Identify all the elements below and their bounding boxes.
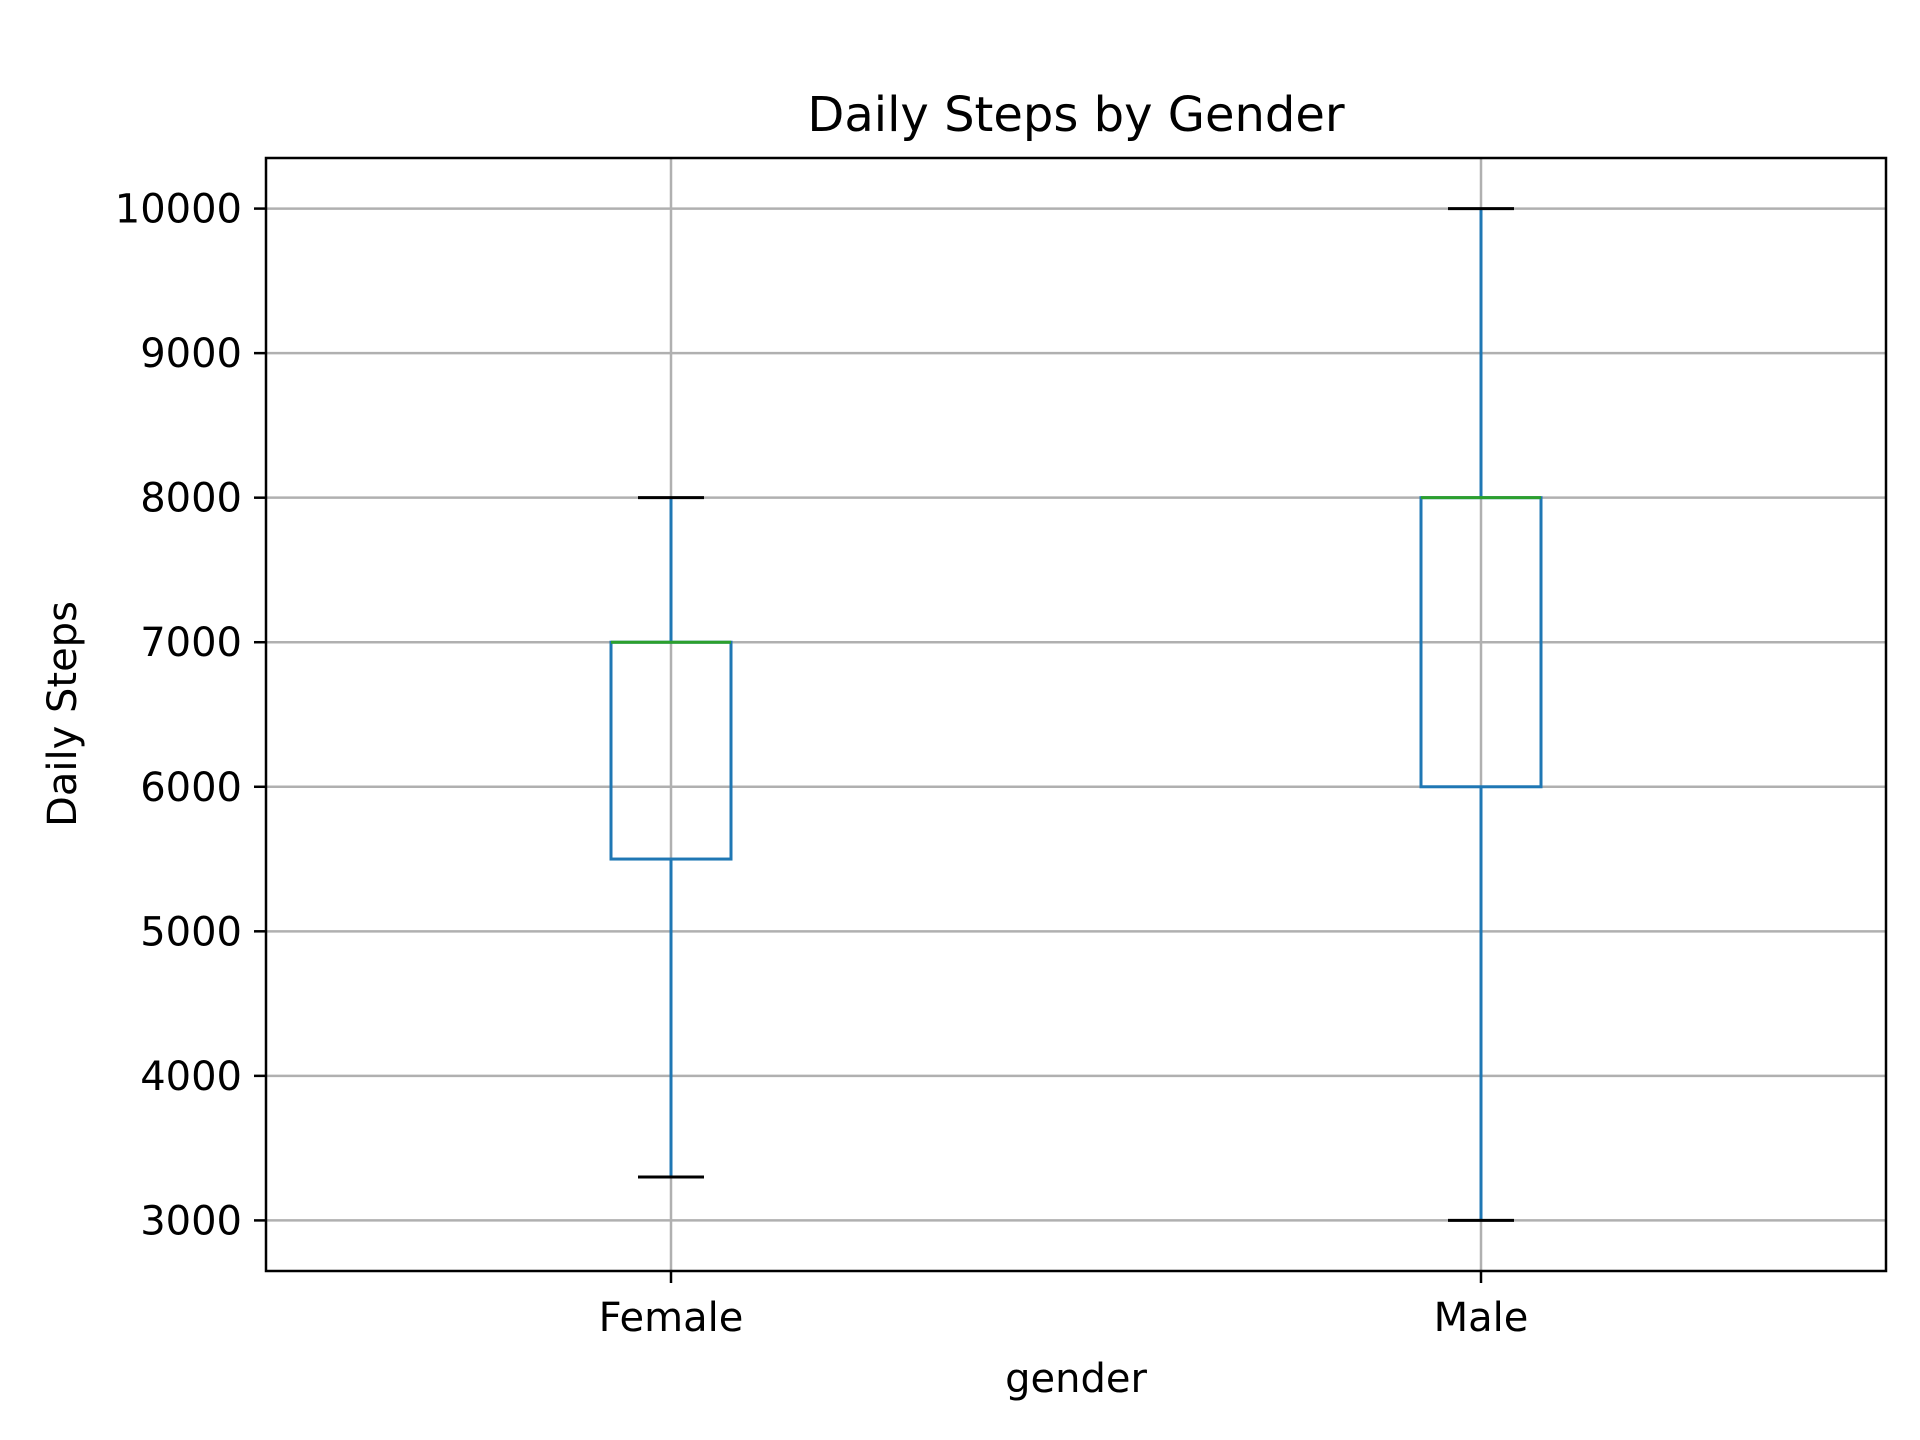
box-male [1419,207,1543,1222]
y-tick-label: 6000 [140,765,242,811]
y-tick-label: 5000 [140,909,242,955]
plot-frame [264,156,1888,1273]
chart-title: Daily Steps by Gender [807,87,1345,143]
y-tick-label: 10000 [115,187,242,233]
y-tick-label: 3000 [140,1198,242,1244]
y-axis-label: Daily Steps [40,601,86,827]
x-tick-label: Female [599,1295,744,1341]
x-tick-label: Male [1434,1295,1529,1341]
y-tick-label: 4000 [140,1054,242,1100]
y-tick-label: 9000 [140,331,242,377]
y-tick-label: 7000 [140,620,242,666]
box-layer [609,207,1543,1222]
box-female [609,496,733,1179]
y-tick-label: 8000 [140,476,242,522]
grid-lines [266,158,1886,1271]
axis-ticks: 3000 4000 5000 6000 7000 8000 9000 10000 Female M… [115,187,1529,1341]
x-axis-label: gender [1005,1356,1147,1402]
